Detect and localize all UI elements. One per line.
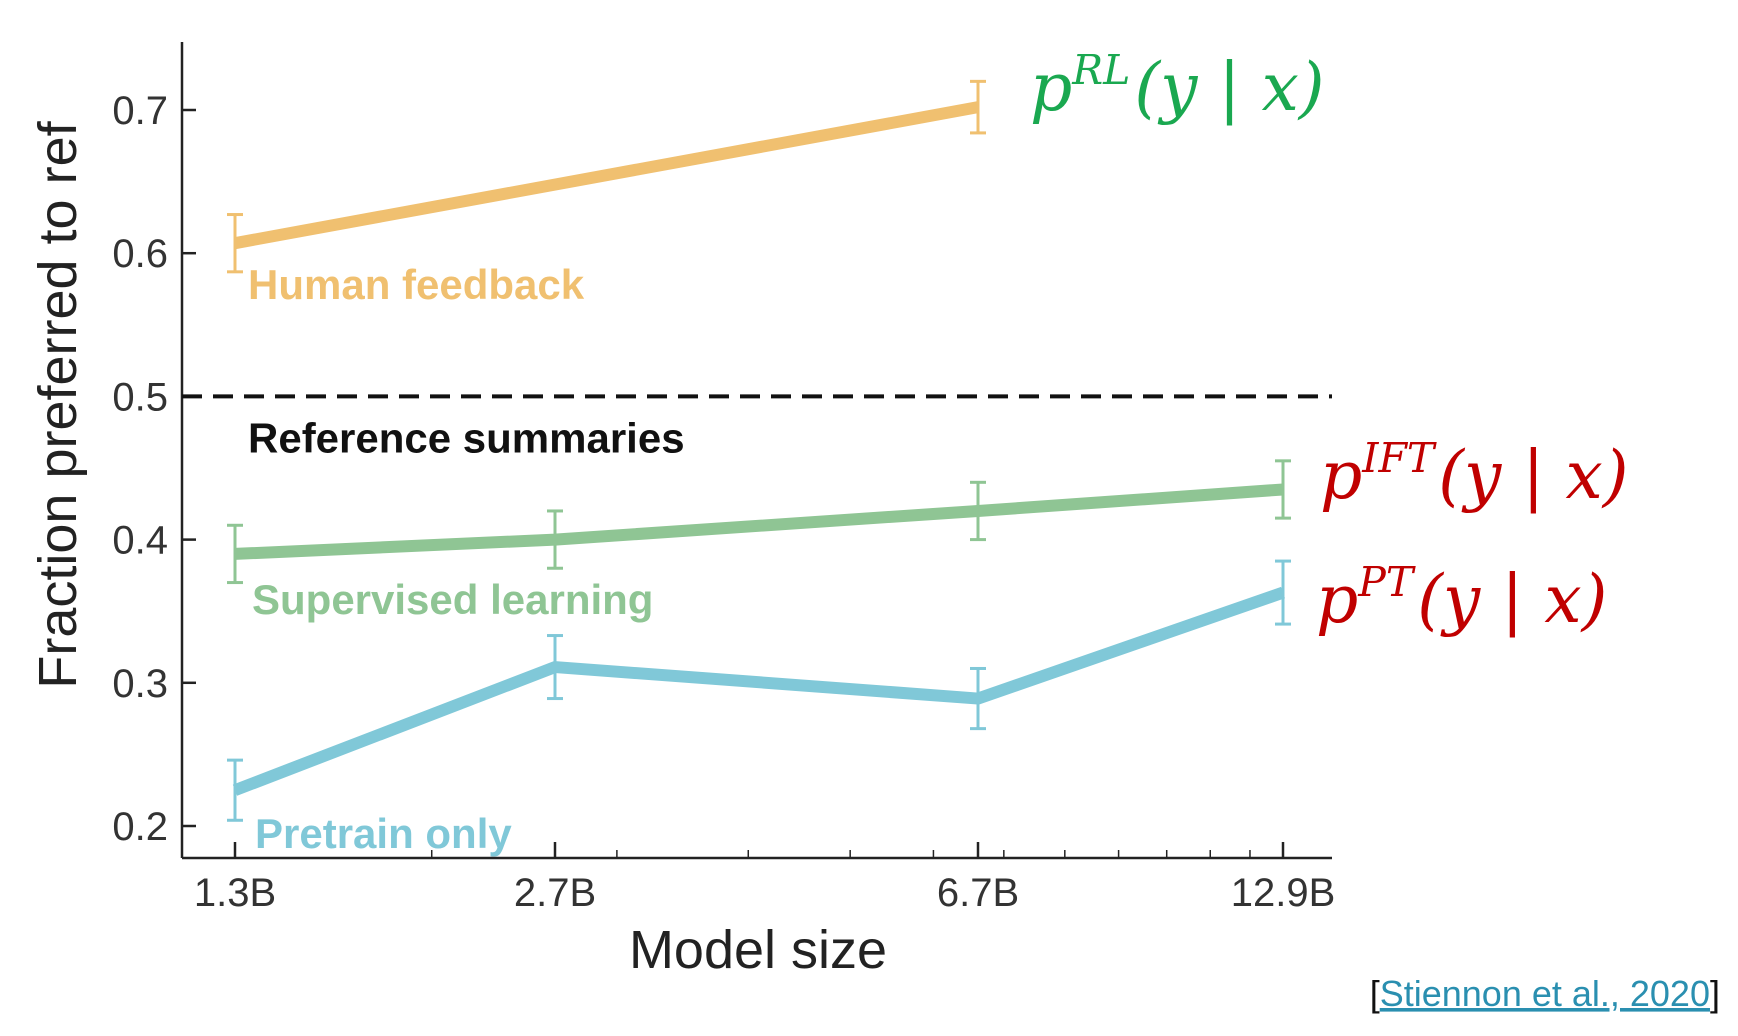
series-line <box>234 483 1284 560</box>
formula-base: p <box>1320 437 1362 514</box>
formula-superscript: IFT <box>1361 434 1437 482</box>
labels-layer: Human feedback Supervised learning Pretrai… <box>248 261 653 857</box>
series-line <box>232 586 1285 796</box>
data-point <box>977 106 979 109</box>
series-pretrain-only <box>227 559 1291 822</box>
y-tick-label: 0.2 <box>112 805 168 849</box>
citation: [Stiennon et al., 2020] <box>1370 973 1720 1014</box>
y-tick-label: 0.6 <box>112 232 168 276</box>
formula-superscript: PT <box>1357 558 1416 606</box>
data-point <box>234 552 236 555</box>
series-label: Human feedback <box>248 261 585 308</box>
citation-open-bracket: [ <box>1370 973 1380 1014</box>
x-tick-label: 1.3B <box>194 871 276 915</box>
axes: 0.2 0.3 0.4 0.5 0.6 0.7 1.3B 2.7B 6.7B 12.9B <box>112 42 1335 915</box>
reference-line-group: Reference summaries <box>182 394 1332 461</box>
formula-layer: pRL(y | x)pIFT(y | x)pPT(y | x) <box>1030 46 1628 638</box>
formula-args: (y | x) <box>1438 437 1628 514</box>
series-layer <box>227 79 1291 822</box>
formula-base: p <box>1030 49 1072 126</box>
x-axis-title: Model size <box>629 920 887 980</box>
data-point <box>234 242 236 245</box>
series-supervised-learning <box>227 459 1291 585</box>
y-tick-label: 0.4 <box>112 519 168 563</box>
y-tick-label: 0.7 <box>112 89 168 133</box>
y-tick-label: 0.5 <box>112 375 168 419</box>
data-point <box>977 697 979 700</box>
series-human-feedback <box>227 79 986 274</box>
formula-label: pRL(y | x) <box>1030 46 1325 126</box>
citation-close-bracket: ] <box>1710 973 1720 1014</box>
formula-label: pIFT(y | x) <box>1320 434 1628 514</box>
series-label: Supervised learning <box>252 576 653 623</box>
reference-line-label: Reference summaries <box>248 414 685 461</box>
x-tick-label: 6.7B <box>937 871 1019 915</box>
x-tick-label: 12.9B <box>1231 871 1336 915</box>
data-point <box>554 666 556 669</box>
citation-link[interactable]: Stiennon et al., 2020 <box>1380 973 1710 1014</box>
data-point <box>977 509 979 512</box>
y-axis-title: Fraction preferred to ref <box>28 120 88 688</box>
formula-args: (y | x) <box>1417 561 1607 638</box>
data-point <box>1282 591 1284 594</box>
x-tick-label: 2.7B <box>514 871 596 915</box>
series-line <box>233 101 980 250</box>
formula-label: pPT(y | x) <box>1316 558 1607 638</box>
data-point <box>234 789 236 792</box>
data-point <box>554 538 556 541</box>
series-label: Pretrain only <box>255 810 512 857</box>
formula-superscript: RL <box>1071 46 1130 94</box>
data-point <box>1282 488 1284 491</box>
formula-args: (y | x) <box>1134 49 1324 126</box>
formula-base: p <box>1316 561 1358 638</box>
y-tick-label: 0.3 <box>112 662 168 706</box>
